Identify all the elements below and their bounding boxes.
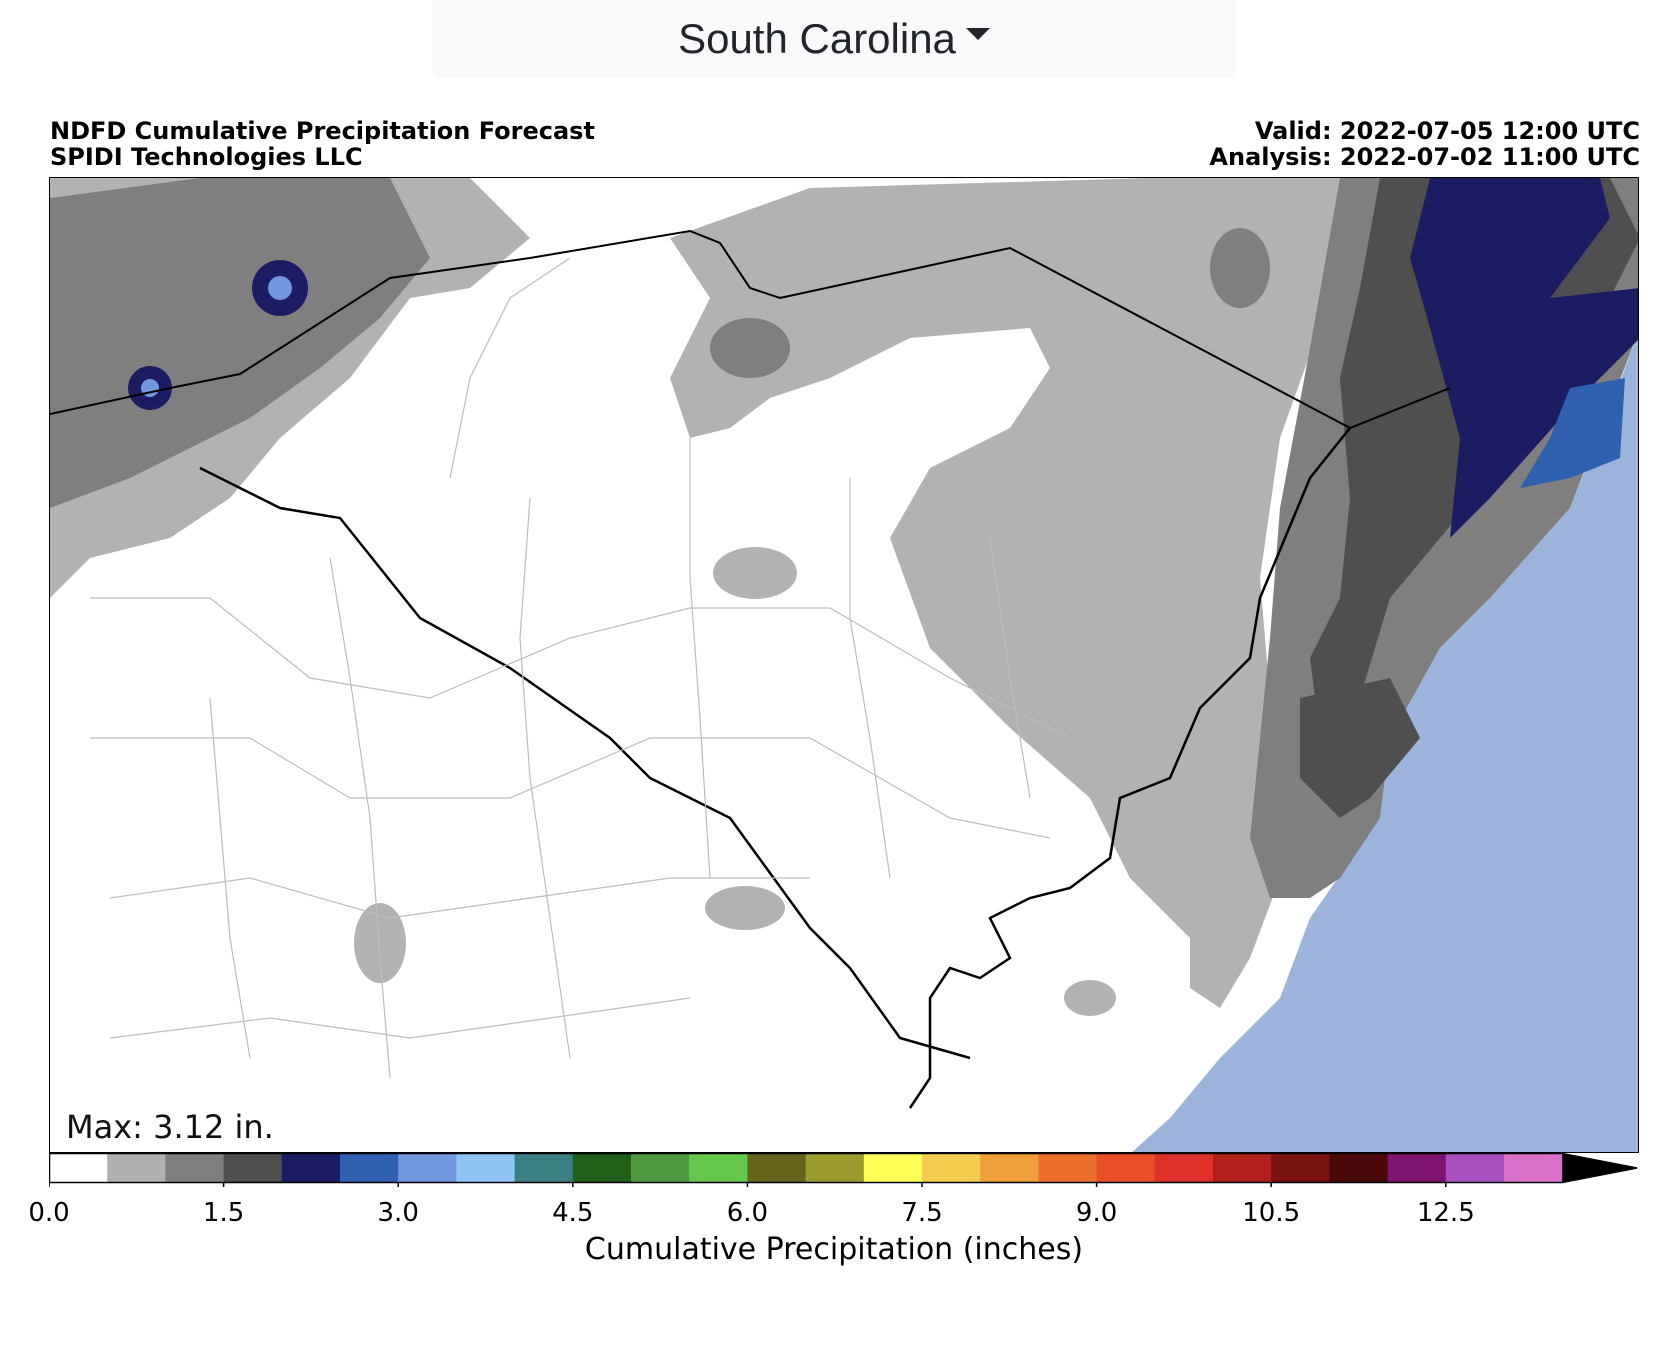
- colorbar-segment: [1213, 1153, 1272, 1183]
- storm-cell: [268, 276, 292, 300]
- ocean-precip-area: [1132, 333, 1638, 1152]
- county-lines: [90, 257, 1071, 1079]
- precip-patch: [1064, 980, 1116, 1016]
- colorbar-segment: [689, 1153, 748, 1183]
- valid-time: Valid: 2022-07-05 12:00 UTC: [1254, 117, 1640, 145]
- colorbar-segment: [1445, 1153, 1505, 1183]
- precip-patch: [1210, 228, 1270, 308]
- colorbar-tick-label: 0.0: [28, 1198, 70, 1228]
- analysis-time: Analysis: 2022-07-02 11:00 UTC: [1209, 143, 1640, 171]
- colorbar-segment: [922, 1153, 981, 1183]
- colorbar-tick-label: 7.5: [901, 1198, 943, 1228]
- region-dropdown-label: South Carolina: [678, 15, 956, 62]
- colorbar-tick-label: 1.5: [202, 1198, 245, 1228]
- figure-title: NDFD Cumulative Precipitation Forecast: [50, 117, 595, 145]
- colorbar-segment: [165, 1153, 225, 1183]
- precip-patch: [713, 547, 797, 599]
- figure-header-right: Valid: 2022-07-05 12:00 UTC Analysis: 20…: [1209, 118, 1640, 170]
- precip-zone-dark-coast: [1300, 678, 1420, 818]
- state-border: [50, 229, 1451, 430]
- max-precip-label: Max: 3.12 in.: [66, 1108, 274, 1146]
- colorbar-segment: [1154, 1153, 1214, 1183]
- precip-patch: [705, 886, 785, 930]
- colorbar-outline: [49, 1153, 1638, 1184]
- sc-coastline: [908, 427, 1351, 1109]
- figure-credit: SPIDI Technologies LLC: [50, 143, 363, 171]
- map-canvas: [50, 178, 1638, 1152]
- colorbar-segment: [980, 1153, 1039, 1183]
- colorbar-segment: [1271, 1153, 1330, 1183]
- chevron-down-icon: [965, 28, 990, 40]
- colorbar-tick-label: 10.5: [1242, 1198, 1301, 1228]
- colorbar-tick-label: 12.5: [1416, 1198, 1475, 1228]
- precip-zone-medium-nw: [50, 178, 430, 508]
- precip-zone-light: [670, 178, 1340, 1008]
- colorbar-segment: [1038, 1153, 1098, 1183]
- colorbar-tick-label: 4.5: [552, 1198, 594, 1228]
- colorbar-segment: [631, 1153, 690, 1183]
- colorbar-extend-arrow: [1562, 1153, 1637, 1183]
- colorbar-segment: [1387, 1153, 1447, 1183]
- colorbar-segment: [281, 1153, 341, 1183]
- colorbar-segment: [223, 1153, 283, 1183]
- colorbar-segment: [1329, 1153, 1389, 1183]
- figure-header-left: NDFD Cumulative Precipitation Forecast S…: [50, 118, 595, 170]
- colorbar-segment: [398, 1153, 457, 1183]
- colorbar-segment: [1504, 1153, 1563, 1183]
- colorbar-segment: [514, 1153, 574, 1183]
- colorbar-label: Cumulative Precipitation (inches): [584, 1232, 1084, 1267]
- colorbar-tick-label: 3.0: [377, 1198, 419, 1228]
- precip-patch: [354, 903, 406, 983]
- colorbar-segment: [863, 1153, 923, 1183]
- colorbar-segment: [1096, 1153, 1156, 1183]
- colorbar-segment: [805, 1153, 865, 1183]
- colorbar-segment: [747, 1153, 807, 1183]
- precipitation-map: Max: 3.12 in.: [49, 177, 1639, 1153]
- colorbar-tick-label: 6.0: [726, 1198, 769, 1228]
- colorbar-tick-label: 9.0: [1075, 1198, 1118, 1228]
- sc-ga-border: [199, 466, 971, 1060]
- precip-zone-navy: [1410, 178, 1638, 538]
- colorbar-segment: [340, 1153, 399, 1183]
- precip-zone-blue: [1520, 378, 1625, 488]
- region-dropdown[interactable]: South Carolina: [432, 0, 1236, 78]
- precip-patch: [710, 318, 790, 378]
- colorbar-segment: [456, 1153, 516, 1183]
- colorbar: [49, 1153, 1638, 1187]
- colorbar-segment: [49, 1153, 108, 1183]
- colorbar-segment: [572, 1153, 632, 1183]
- colorbar-segment: [107, 1153, 166, 1183]
